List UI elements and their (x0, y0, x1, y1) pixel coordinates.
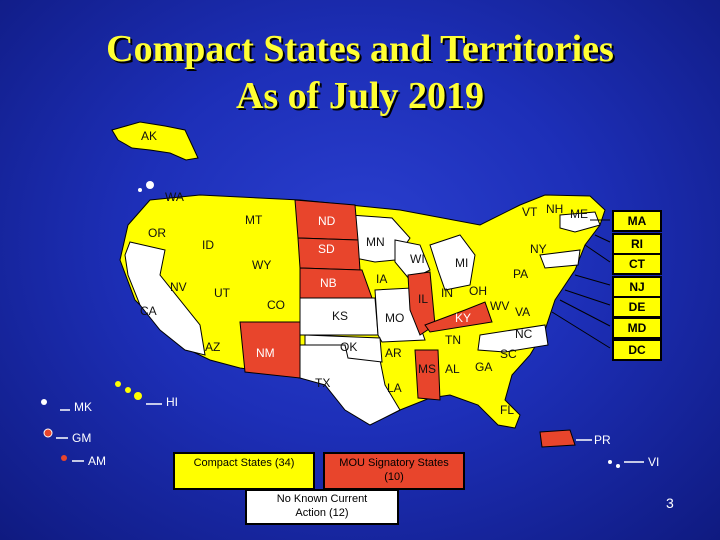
samoa-islands (61, 455, 67, 461)
box-dc: DC (612, 339, 662, 361)
page-number: 3 (666, 495, 674, 511)
label-gm: GM (72, 431, 92, 445)
state-ok (304, 334, 383, 363)
box-ma: MA (612, 210, 662, 232)
label-hi: HI (166, 395, 178, 409)
label-in: IN (441, 286, 453, 300)
legend-no-action-text: No Known Current Action (12) (276, 493, 368, 519)
box-de: DE (612, 296, 662, 318)
label-ar: AR (385, 346, 402, 360)
state-mi (429, 234, 476, 291)
label-id: ID (202, 238, 214, 252)
label-ak: AK (141, 129, 158, 143)
legend-compact: Compact States (34) (173, 452, 315, 490)
label-nv: NV (170, 280, 187, 294)
hawaii-islands (115, 381, 121, 387)
label-ok: OK (340, 340, 358, 354)
label-nm: NM (256, 346, 275, 360)
label-am: AM (88, 454, 106, 468)
label-vt: VT (522, 205, 538, 219)
label-wv: WV (490, 299, 510, 313)
state-ca (124, 241, 206, 356)
state-nb (299, 267, 373, 299)
legend-compact-text: Compact States (34) (193, 457, 295, 469)
label-la: LA (387, 381, 402, 395)
box-ri: RI (612, 233, 662, 255)
label-pr: PR (594, 433, 611, 447)
label-sd: SD (318, 242, 335, 256)
label-nh: NH (546, 202, 564, 216)
label-fl: FL (500, 403, 515, 417)
state-ky (424, 301, 493, 333)
state-ma-area (559, 211, 601, 233)
box-ct: CT (612, 253, 662, 275)
label-nb: NB (320, 276, 337, 290)
state-il (407, 271, 436, 336)
legend-mou-text: MOU Signatory States (10) (339, 457, 449, 483)
label-me: ME (570, 207, 588, 221)
marianas-islands (41, 399, 47, 405)
puerto-rico (539, 429, 576, 448)
alaska-islands (146, 181, 154, 189)
label-nc: NC (515, 327, 533, 341)
label-al: AL (445, 362, 460, 376)
virgin-islands (608, 460, 612, 464)
label-sc: SC (500, 347, 517, 361)
label-or: OR (148, 226, 166, 240)
state-nc (477, 324, 549, 353)
label-wy: WY (252, 258, 272, 272)
box-md: MD (612, 317, 662, 339)
label-ms: MS (418, 362, 436, 376)
slide-title-line1: Compact States and Territories (106, 28, 614, 70)
label-co: CO (267, 298, 285, 312)
legend-no-action: No Known Current Action (12) (245, 489, 399, 525)
label-oh: OH (469, 284, 487, 298)
label-mi: MI (455, 256, 469, 270)
state-ny-east (539, 249, 581, 269)
label-tx: TX (315, 376, 331, 390)
label-pa: PA (513, 267, 529, 281)
state-nm (239, 321, 301, 379)
label-mo: MO (385, 311, 405, 325)
label-nd: ND (318, 214, 336, 228)
guam-island (43, 428, 53, 438)
label-ga: GA (475, 360, 493, 374)
label-az: AZ (205, 340, 221, 354)
label-ia: IA (376, 272, 388, 286)
legend-mou: MOU Signatory States (10) (323, 452, 465, 490)
state-ak (111, 121, 199, 161)
label-vi: VI (648, 455, 660, 469)
label-ny: NY (530, 242, 547, 256)
label-va: VA (515, 305, 531, 319)
label-ut: UT (214, 286, 230, 300)
label-mt: MT (245, 213, 263, 227)
label-mk: MK (74, 400, 92, 414)
northeast-leader-lines (551, 219, 611, 349)
label-ks: KS (332, 309, 349, 323)
label-mn: MN (366, 235, 385, 249)
state-ms (414, 349, 441, 401)
label-ky: KY (455, 311, 472, 325)
slide-title-line2: As of July 2019 (235, 75, 485, 117)
box-nj: NJ (612, 276, 662, 298)
label-ca: CA (140, 304, 157, 318)
label-wa: WA (165, 190, 184, 204)
label-tn: TN (445, 333, 461, 347)
label-il: IL (418, 292, 429, 306)
label-wi: WI (410, 252, 425, 266)
